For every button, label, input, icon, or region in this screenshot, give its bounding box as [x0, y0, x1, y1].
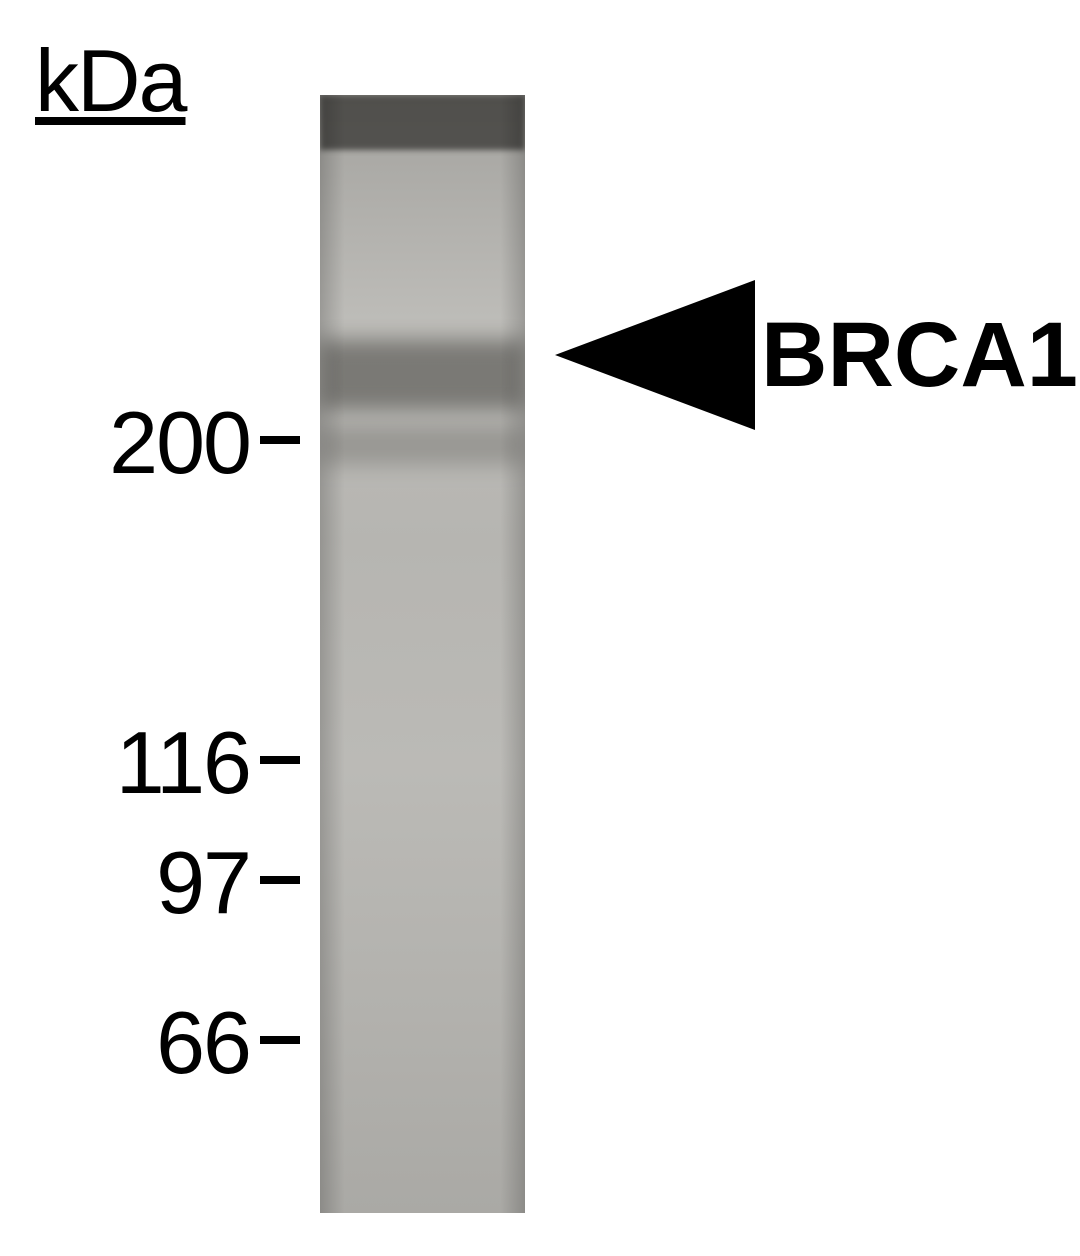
marker-label-116: 116: [0, 712, 250, 814]
marker-tick-200: [260, 436, 300, 444]
marker-tick-97: [260, 876, 300, 884]
lane-background: [320, 95, 525, 1213]
gel-band-1: [320, 340, 525, 410]
protein-label: BRCA1: [761, 303, 1078, 408]
axis-unit-label: kDa: [35, 30, 186, 132]
band-annotation: BRCA1: [555, 280, 1078, 430]
gel-band-0: [320, 95, 525, 150]
arrow-left-icon: [555, 280, 755, 430]
marker-tick-66: [260, 1036, 300, 1044]
blot-figure: kDa 200 116 97 66 BRCA1: [0, 0, 1080, 1256]
marker-label-97: 97: [0, 832, 250, 934]
gel-lane: [320, 95, 525, 1213]
marker-label-200: 200: [0, 392, 250, 494]
marker-tick-116: [260, 756, 300, 764]
marker-label-66: 66: [0, 992, 250, 1094]
gel-band-2: [320, 425, 525, 465]
